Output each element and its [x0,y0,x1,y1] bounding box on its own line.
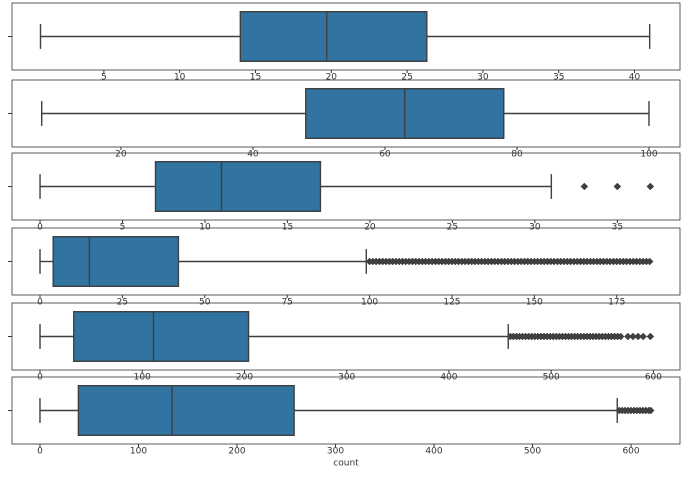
x-tick-label: 0 [37,223,43,233]
x-tick-label: 0 [37,298,43,308]
outlier [646,332,655,341]
x-tick-label: 20 [326,73,338,83]
box [77,385,295,436]
x-tick-label: 40 [629,73,641,83]
outlier [580,182,589,191]
x-tick-label: 200 [236,373,253,383]
outlier [613,182,622,191]
outlier [646,406,655,415]
x-tick-label: 20 [115,150,127,160]
x-tick-label: 150 [526,298,543,308]
x-tick-label: 500 [524,447,541,457]
x-axis-label: count [333,459,359,469]
x-tick-label: 35 [612,223,623,233]
box [239,11,428,62]
x-tick-label: 80 [511,150,523,160]
x-tick-label: 0 [37,447,43,457]
x-tick-label: 60 [379,150,391,160]
x-tick-label: 20 [364,223,376,233]
x-tick-label: 30 [477,73,489,83]
x-tick-label: 75 [281,298,292,308]
x-tick-label: 200 [228,447,245,457]
x-tick-label: 300 [338,373,355,383]
x-tick-label: 100 [134,373,151,383]
x-tick-label: 600 [645,373,662,383]
x-tick-label: 35 [553,73,564,83]
x-tick-label: 40 [247,150,259,160]
x-tick-label: 25 [401,73,412,83]
x-tick-label: 125 [443,298,460,308]
x-tick-label: 25 [447,223,458,233]
x-tick-label: 10 [199,223,211,233]
outlier [645,257,654,266]
box [52,236,180,287]
x-tick-label: 400 [440,373,457,383]
x-tick-label: 100 [130,447,147,457]
x-tick-label: 175 [608,298,625,308]
box [73,311,250,362]
outlier [646,182,655,191]
x-tick-label: 400 [425,447,442,457]
x-tick-label: 500 [543,373,560,383]
x-tick-label: 600 [622,447,639,457]
x-tick-label: 300 [327,447,344,457]
x-tick-label: 25 [117,298,128,308]
x-tick-label: 0 [37,373,43,383]
x-tick-label: 5 [101,73,107,83]
x-tick-label: 15 [282,223,293,233]
x-tick-label: 50 [199,298,211,308]
x-tick-label: 100 [361,298,378,308]
outlier [639,332,648,341]
x-tick-label: 10 [174,73,186,83]
x-tick-label: 15 [250,73,261,83]
x-tick-label: 100 [640,150,657,160]
x-tick-label: 5 [120,223,126,233]
box [154,161,322,212]
x-tick-label: 30 [529,223,541,233]
